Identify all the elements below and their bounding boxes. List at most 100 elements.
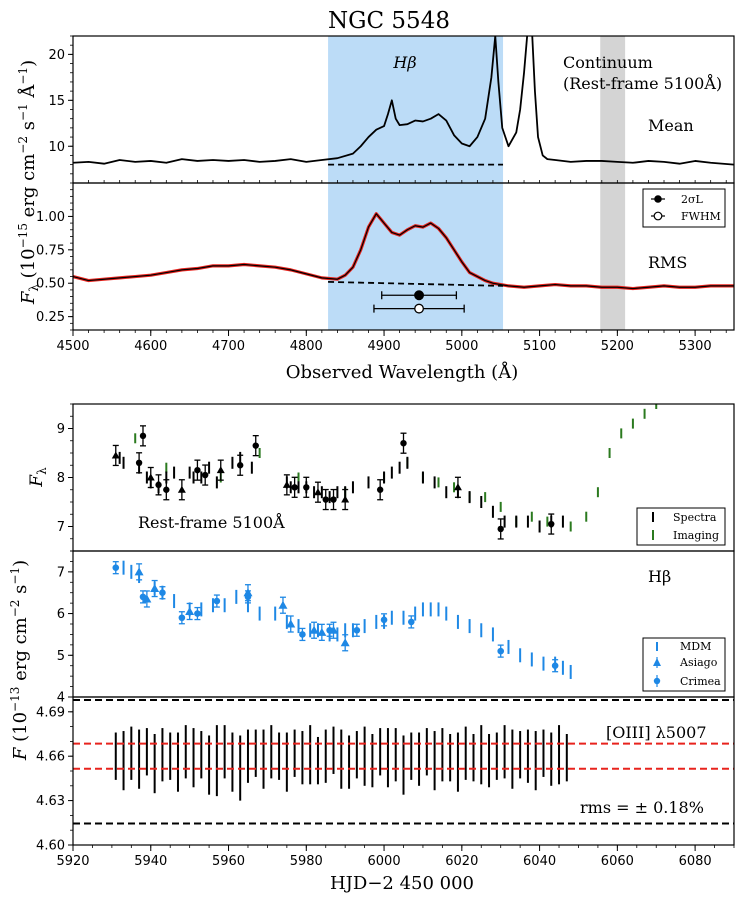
ytick-label-0-1: 15 <box>48 94 65 109</box>
dashed-baseline-1 <box>328 280 504 287</box>
black-dot <box>400 440 407 447</box>
lc-ytick-label-2-1: 4.63 <box>36 794 65 809</box>
legend-spectra: Spectra <box>673 511 717 524</box>
asiago-marker <box>142 594 152 603</box>
rms-value-label: rms = ± 0.18% <box>580 798 704 817</box>
lc-xtick-label-2: 5960 <box>212 854 245 869</box>
black-tri <box>216 466 225 474</box>
xtick-label-8: 5300 <box>679 339 712 354</box>
black-dot <box>303 484 310 491</box>
lc-xtick-label-7: 6060 <box>601 854 634 869</box>
rms-label: RMS <box>648 253 687 272</box>
asiago-marker <box>286 619 296 628</box>
black-dot <box>497 525 504 533</box>
crimea-marker <box>353 626 361 634</box>
chart-title: NGC 5548 <box>328 8 450 34</box>
legend-imaging: Imaging <box>673 529 719 542</box>
crimea-marker <box>407 618 415 626</box>
hbeta-band-label: Hβ <box>392 53 416 72</box>
black-dot <box>376 486 384 493</box>
black-tri <box>341 495 350 503</box>
black-tri <box>177 485 186 493</box>
lc-ytick-label-0-2: 9 <box>57 422 65 437</box>
black-dot <box>155 481 162 489</box>
asiago-marker <box>150 584 160 593</box>
flam-ylabel: Fλ <box>27 467 49 488</box>
black-dot <box>322 496 329 503</box>
lc-xtick-label-8: 6080 <box>679 854 712 869</box>
mean-series <box>73 36 734 166</box>
mean-label: Mean <box>648 116 694 135</box>
crimea-marker <box>244 593 252 601</box>
asiago-marker <box>278 600 288 609</box>
crimea-marker <box>551 662 559 670</box>
legend-crimea: Crimea <box>680 675 721 688</box>
crimea-marker <box>112 564 120 571</box>
asiago-marker <box>317 627 327 636</box>
spectrum-panel-1: 0.25 0.50 0.75 1.00 <box>36 182 735 331</box>
rms-series <box>73 213 734 290</box>
errorbar-marker-0 <box>414 290 425 301</box>
legend-fwhm-marker <box>653 211 663 221</box>
xtick-label-0: 4500 <box>56 339 89 354</box>
asiago-marker <box>134 567 144 576</box>
xtick-label-6: 5100 <box>523 339 556 354</box>
lc-ytick-label-2-3: 4.69 <box>36 705 65 720</box>
xtick-label-5: 5000 <box>445 339 478 354</box>
lc-xtick-label-6: 6040 <box>523 854 556 869</box>
lc-ytick-label-1-3: 7 <box>57 565 65 580</box>
lc-ytick-label-1-1: 5 <box>57 649 65 664</box>
black-dot <box>135 459 143 466</box>
lc-ytick-label-1-2: 6 <box>57 607 65 622</box>
legend-crimea-marker <box>653 677 661 685</box>
black-dot <box>236 462 244 469</box>
black-dot <box>194 466 201 474</box>
ytick-label-1-1: 0.50 <box>36 277 65 292</box>
crimea-marker <box>213 597 221 605</box>
black-dot <box>163 486 170 493</box>
ytick-label-0-2: 20 <box>48 48 65 63</box>
xtick-label-1: 4600 <box>134 339 167 354</box>
black-tri <box>453 483 462 491</box>
black-dot <box>139 432 147 440</box>
lightcurve-ylabel: F (10−13 erg cm−2 s−1) <box>8 560 31 761</box>
xtick-label-3: 4800 <box>290 339 323 354</box>
legend-asiago-marker <box>653 658 661 666</box>
xtick-label-2: 4700 <box>212 339 245 354</box>
lc-ytick-label-1-0: 4 <box>57 691 65 706</box>
lc-xtick-label-4: 6000 <box>368 854 401 869</box>
legend-2sigma: 2σL <box>681 193 704 206</box>
legend-fwhm: FWHM <box>681 210 721 223</box>
black-dot <box>252 442 259 449</box>
xtick-label-4: 4900 <box>368 339 401 354</box>
lc-ytick-label-0-1: 8 <box>57 471 65 486</box>
black-tri <box>146 473 155 481</box>
errorbar-marker-1 <box>414 303 425 314</box>
crimea-marker <box>380 616 388 624</box>
continuum-legend: Spectra Imaging <box>636 507 726 546</box>
black-dot <box>291 484 298 491</box>
lc-panel-2: 4.60 4.63 4.66 4.69 <box>36 696 735 854</box>
black-dot <box>202 471 209 479</box>
lc-xtick-label-0: 5920 <box>56 854 89 869</box>
lc-xtick-label-1: 5940 <box>134 854 167 869</box>
continuum-label-2: (Rest-frame 5100Å) <box>563 73 722 93</box>
asiago-marker <box>340 638 350 647</box>
hbeta-legend: MDM Asiago Crimea <box>642 637 726 692</box>
spectrum-plot: 10 15 20 0.25 0.50 0.75 1.00 4500 4600 4700 4800 49… <box>36 35 735 354</box>
asiago-marker <box>185 606 195 615</box>
black-dot <box>330 496 337 503</box>
lc-ytick-label-0-0: 7 <box>57 520 65 535</box>
crimea-marker <box>194 610 201 617</box>
spectrum-xlabel: Observed Wavelength (Å) <box>286 361 518 383</box>
lightcurve-plot: 7 8 9 4 5 6 7 4.60 4.63 4.66 4.69 5920 5940 5960 5980 6… <box>36 403 735 869</box>
black-dot <box>548 520 555 528</box>
crimea-marker <box>139 593 147 601</box>
spectrum-legend: 2σL FWHM <box>642 188 726 228</box>
ytick-label-1-2: 0.75 <box>36 243 65 258</box>
crimea-marker <box>497 647 505 655</box>
oiii-label: [OIII] λ5007 <box>606 723 707 742</box>
ytick-label-1-3: 1.00 <box>36 210 65 225</box>
black-tri <box>111 451 120 459</box>
